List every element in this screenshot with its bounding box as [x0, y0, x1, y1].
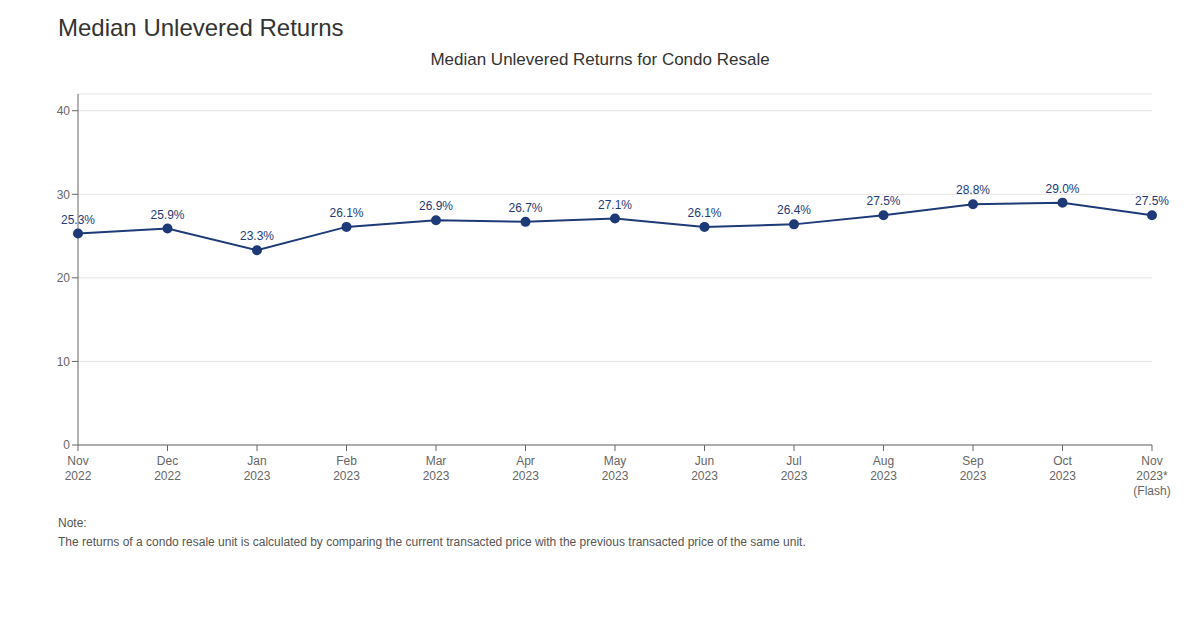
html-text:Median Unlevered Returns for C: Median Unlevered Returns for Condo Resal… — [430, 50, 770, 69]
svg-text:Nov2023*(Flash): Nov2023*(Flash) — [1133, 454, 1170, 498]
svg-text:26.1%: 26.1% — [687, 206, 721, 220]
svg-text:Apr2023: Apr2023 — [512, 454, 539, 483]
svg-text:29.0%: 29.0% — [1045, 182, 1079, 196]
svg-text:May2023: May2023 — [602, 454, 629, 483]
svg-text:10: 10 — [57, 355, 71, 369]
svg-text:Mar2023: Mar2023 — [423, 454, 450, 483]
svg-text:Oct2023: Oct2023 — [1049, 454, 1076, 483]
svg-text:27.5%: 27.5% — [1135, 194, 1169, 208]
svg-text:26.1%: 26.1% — [329, 206, 363, 220]
svg-text:27.1%: 27.1% — [598, 198, 632, 212]
svg-text:Nov2022: Nov2022 — [65, 454, 92, 483]
svg-text:28.8%: 28.8% — [956, 183, 990, 197]
svg-text:40: 40 — [57, 104, 71, 118]
svg-text:27.5%: 27.5% — [866, 194, 900, 208]
svg-text:25.9%: 25.9% — [150, 208, 184, 222]
svg-text:26.7%: 26.7% — [508, 201, 542, 215]
svg-text:26.4%: 26.4% — [777, 203, 811, 217]
svg-text:20: 20 — [57, 271, 71, 285]
svg-text:Jan2023: Jan2023 — [244, 454, 271, 483]
html-text:Median Unlevered Returns: Median Unlevered Returns — [58, 14, 344, 41]
html-text:Note: The returns of a condo r: Note: The returns of a condo resale unit… — [58, 516, 806, 550]
svg-text:Jun2023: Jun2023 — [691, 454, 718, 483]
svg-text:Feb2023: Feb2023 — [333, 454, 360, 483]
svg-text:Dec2022: Dec2022 — [154, 454, 181, 483]
svg-text:Sep2023: Sep2023 — [960, 454, 987, 483]
svg-text:Jul2023: Jul2023 — [781, 454, 808, 483]
svg-text:0: 0 — [63, 438, 70, 452]
svg-text:26.9%: 26.9% — [419, 199, 453, 213]
svg-text:Aug2023: Aug2023 — [870, 454, 897, 483]
svg-text:23.3%: 23.3% — [240, 229, 274, 243]
svg-text:25.3%: 25.3% — [61, 213, 95, 227]
svg-text:30: 30 — [57, 188, 71, 202]
